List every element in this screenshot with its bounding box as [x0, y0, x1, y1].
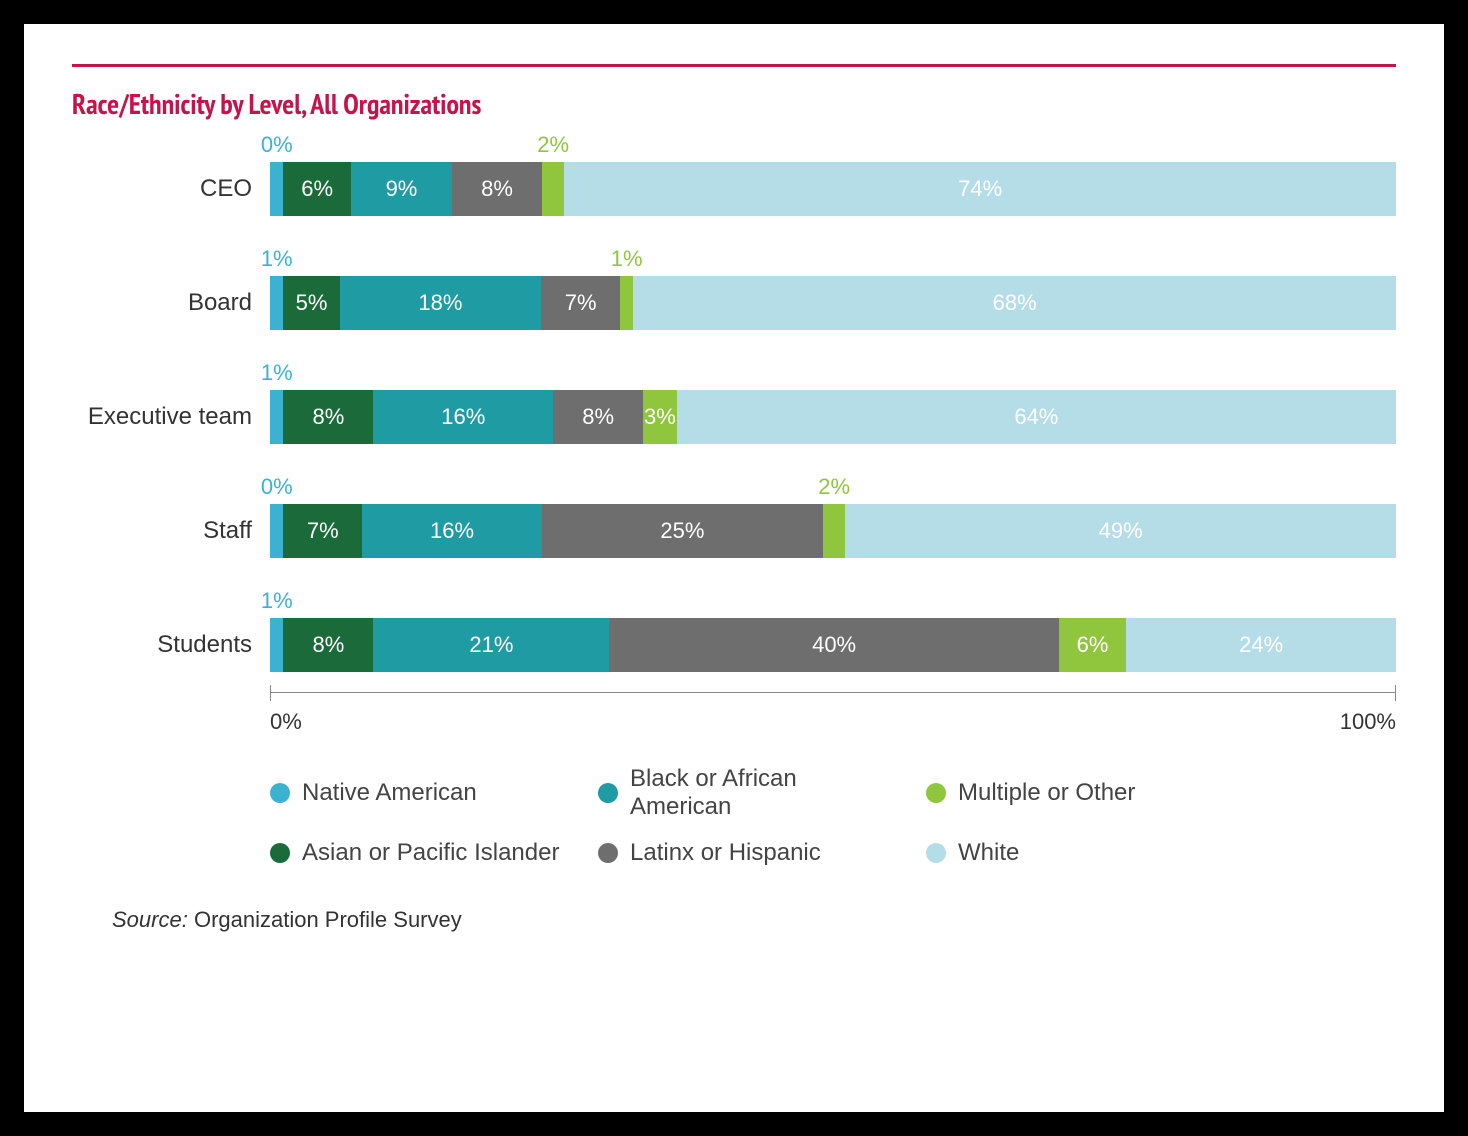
- bar-segment-multiple: [823, 504, 845, 558]
- callout-label: 0%: [261, 132, 293, 158]
- bar-segment-native: [270, 390, 283, 444]
- bar-segment-native: [270, 276, 283, 330]
- bar-segment-multiple: [542, 162, 564, 216]
- bar-segment-white: 68%: [633, 276, 1396, 330]
- bar-row: Board1%1%5%18%7%68%: [72, 276, 1396, 330]
- bar-segment-black: 16%: [362, 504, 542, 558]
- bar-segment-latinx: 8%: [452, 162, 542, 216]
- legend-label: Latinx or Hispanic: [630, 839, 821, 867]
- page: Race/Ethnicity by Level, All Organizatio…: [0, 0, 1468, 1136]
- bar-wrap: 1%1%5%18%7%68%: [270, 276, 1396, 330]
- legend-item-multiple: Multiple or Other: [926, 765, 1230, 821]
- x-axis: 0% 100%: [270, 692, 1396, 735]
- bar-segment-multiple: [620, 276, 633, 330]
- bar-segment-native: [270, 162, 283, 216]
- bar-wrap: 1%8%21%40%6%24%: [270, 618, 1396, 672]
- bar-segment-asian: 5%: [283, 276, 339, 330]
- source-text: Organization Profile Survey: [194, 907, 462, 932]
- callout-label: 1%: [611, 246, 643, 272]
- x-axis-tick-end: [1395, 685, 1396, 701]
- x-axis-line: [270, 692, 1396, 705]
- bar-segment-asian: 8%: [283, 618, 373, 672]
- legend-item-white: White: [926, 839, 1230, 867]
- bar-segment-latinx: 25%: [542, 504, 823, 558]
- bar-row: CEO0%2%6%9%8%74%: [72, 162, 1396, 216]
- category-label: Board: [72, 289, 270, 317]
- bar-segment-multiple: 3%: [643, 390, 677, 444]
- stacked-bar: 8%16%8%3%64%: [270, 390, 1396, 444]
- callout-label: 1%: [261, 588, 293, 614]
- bar-row: Staff0%2%7%16%25%49%: [72, 504, 1396, 558]
- bar-segment-white: 64%: [677, 390, 1396, 444]
- bar-segment-asian: 6%: [283, 162, 350, 216]
- bar-segment-asian: 8%: [283, 390, 373, 444]
- bar-segment-white: 24%: [1126, 618, 1396, 672]
- chart-title: Race/Ethnicity by Level, All Organizatio…: [72, 85, 1396, 122]
- category-label: Executive team: [72, 403, 270, 431]
- legend-item-native: Native American: [270, 765, 574, 821]
- bar-segment-white: 74%: [564, 162, 1396, 216]
- category-label: CEO: [72, 175, 270, 203]
- bar-segment-latinx: 40%: [609, 618, 1059, 672]
- legend-item-asian: Asian or Pacific Islander: [270, 839, 574, 867]
- stacked-bar: 8%21%40%6%24%: [270, 618, 1396, 672]
- legend-item-black: Black or African American: [598, 765, 902, 821]
- callout-label: 1%: [261, 360, 293, 386]
- bar-segment-multiple: 6%: [1059, 618, 1126, 672]
- legend-swatch: [270, 843, 290, 863]
- x-axis-tick-start: [270, 685, 271, 701]
- bar-wrap: 1%8%16%8%3%64%: [270, 390, 1396, 444]
- stacked-bar: 6%9%8% 74%: [270, 162, 1396, 216]
- bar-segment-asian: 7%: [283, 504, 362, 558]
- legend-label: Multiple or Other: [958, 779, 1135, 807]
- callout-label: 1%: [261, 246, 293, 272]
- stacked-bar: 7%16%25% 49%: [270, 504, 1396, 558]
- bar-segment-black: 18%: [340, 276, 542, 330]
- category-label: Staff: [72, 517, 270, 545]
- legend-swatch: [598, 783, 618, 803]
- stacked-bar: 5%18%7%68%: [270, 276, 1396, 330]
- bar-segment-white: 49%: [845, 504, 1396, 558]
- x-axis-label-min: 0%: [270, 709, 302, 735]
- bar-segment-latinx: 8%: [553, 390, 643, 444]
- source-line: Source: Organization Profile Survey: [112, 907, 1396, 933]
- legend-swatch: [926, 783, 946, 803]
- legend-swatch: [598, 843, 618, 863]
- stacked-bar-chart: CEO0%2%6%9%8%74%Board1%1%5%18%7%68%Execu…: [72, 162, 1396, 672]
- legend-label: Native American: [302, 779, 477, 807]
- callout-label: 0%: [261, 474, 293, 500]
- bar-wrap: 0%2%7%16%25%49%: [270, 504, 1396, 558]
- x-axis-labels: 0% 100%: [270, 709, 1396, 735]
- legend-swatch: [270, 783, 290, 803]
- bar-segment-black: 9%: [351, 162, 452, 216]
- legend-swatch: [926, 843, 946, 863]
- legend: Native American Black or African American…: [270, 765, 1230, 867]
- category-label: Students: [72, 631, 270, 659]
- callout-label: 2%: [537, 132, 569, 158]
- bar-segment-latinx: 7%: [541, 276, 620, 330]
- legend-item-latinx: Latinx or Hispanic: [598, 839, 902, 867]
- legend-label: Asian or Pacific Islander: [302, 839, 559, 867]
- bar-row: Executive team1%8%16%8%3%64%: [72, 390, 1396, 444]
- bar-wrap: 0%2%6%9%8%74%: [270, 162, 1396, 216]
- bar-segment-black: 21%: [373, 618, 609, 672]
- bar-segment-native: [270, 504, 283, 558]
- bar-row: Students1%8%21%40%6%24%: [72, 618, 1396, 672]
- callout-label: 2%: [818, 474, 850, 500]
- legend-label: Black or African American: [630, 765, 902, 821]
- top-rule: [72, 64, 1396, 67]
- x-axis-label-max: 100%: [1340, 709, 1396, 735]
- source-prefix: Source:: [112, 907, 188, 932]
- legend-label: White: [958, 839, 1019, 867]
- bar-segment-black: 16%: [373, 390, 553, 444]
- bar-segment-native: [270, 618, 283, 672]
- chart-card: Race/Ethnicity by Level, All Organizatio…: [24, 24, 1444, 1112]
